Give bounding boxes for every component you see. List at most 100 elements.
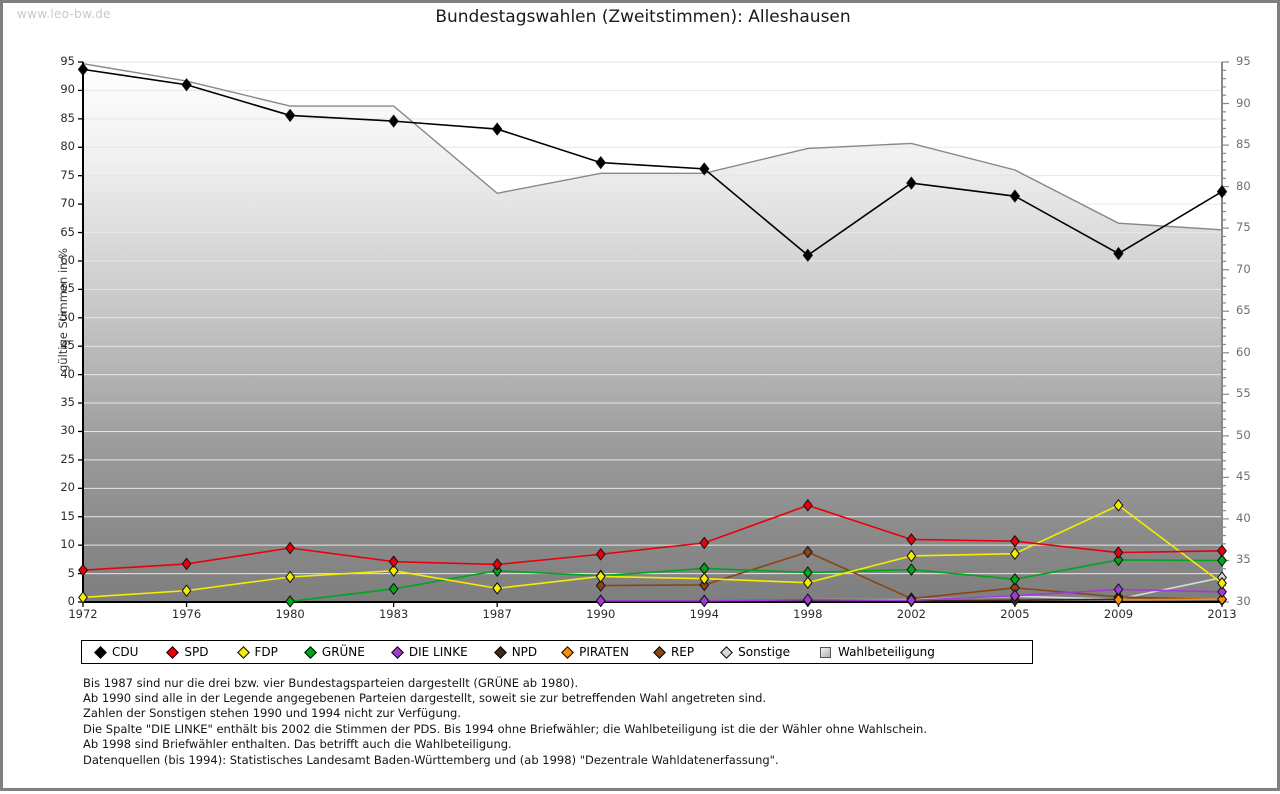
data-point xyxy=(906,593,917,607)
data-point xyxy=(595,594,606,608)
data-point xyxy=(802,499,813,512)
legend-label: Wahlbeteiligung xyxy=(837,645,935,659)
legend-label: REP xyxy=(670,645,695,659)
y-tick-right: 75 xyxy=(1236,220,1251,235)
x-tick: 2013 xyxy=(1207,607,1237,621)
y-tick-right: 95 xyxy=(1236,54,1251,68)
legend-label: PIRATEN xyxy=(579,645,629,659)
y-tick-left: 55 xyxy=(60,281,75,296)
y-tick-left: 30 xyxy=(60,423,75,438)
data-point xyxy=(1217,585,1227,599)
data-point xyxy=(388,582,399,596)
x-tick: 1994 xyxy=(689,607,719,621)
data-point xyxy=(78,591,88,604)
data-point xyxy=(285,541,296,555)
data-point xyxy=(181,557,192,571)
data-point xyxy=(181,78,192,92)
legend-label: Sonstige xyxy=(738,645,790,659)
diamond-marker-icon xyxy=(304,645,317,659)
x-tick: 1990 xyxy=(586,607,616,621)
y-tick-left: 75 xyxy=(60,167,75,182)
diamond-marker-icon xyxy=(236,645,250,659)
legend-label: NPD xyxy=(511,645,538,659)
legend-item-die-linke[interactable]: DIE LINKE xyxy=(391,645,468,659)
footnote-line: Die Spalte "DIE LINKE" enthält bis 2002 … xyxy=(83,721,927,736)
y-tick-left: 10 xyxy=(60,537,75,552)
turnout-area xyxy=(83,63,1222,602)
series-fdp xyxy=(78,499,1227,604)
data-point xyxy=(388,564,399,578)
data-point xyxy=(284,108,296,123)
footnote-line: Bis 1987 sind nur die drei bzw. vier Bun… xyxy=(83,676,579,690)
data-point xyxy=(595,570,606,583)
diamond-marker-icon xyxy=(391,645,404,659)
data-point xyxy=(802,248,814,262)
y-tick-right: 90 xyxy=(1236,95,1251,110)
series-cdu xyxy=(77,62,1228,262)
y-tick-left: 15 xyxy=(60,508,75,523)
diamond-marker-icon xyxy=(653,645,666,659)
data-point xyxy=(1217,576,1227,590)
data-point xyxy=(1009,547,1020,560)
x-tick: 1976 xyxy=(171,607,202,621)
legend-label: DIE LINKE xyxy=(408,645,468,659)
legend-item-spd[interactable]: SPD xyxy=(166,645,209,659)
diamond-marker-icon xyxy=(720,645,733,659)
y-tick-right: 55 xyxy=(1236,386,1251,401)
plot-area: gültige Stimmen in % Wahlbeteiligung in … xyxy=(3,3,1280,794)
y-tick-left: 40 xyxy=(60,366,75,381)
legend-item-grüne[interactable]: GRÜNE xyxy=(304,645,365,659)
legend-item-npd[interactable]: NPD xyxy=(493,645,538,659)
y-tick-left: 95 xyxy=(60,54,75,68)
y-tick-right: 60 xyxy=(1236,344,1251,359)
footnote-line: Zahlen der Sonstigen stehen 1990 und 199… xyxy=(83,706,462,721)
x-tick: 1980 xyxy=(275,607,305,621)
chart-canvas xyxy=(77,61,1229,608)
y-tick-right: 85 xyxy=(1236,137,1251,152)
x-tick: 1972 xyxy=(68,607,98,621)
data-point xyxy=(1217,592,1227,606)
x-tick: 2005 xyxy=(1000,607,1030,621)
data-point xyxy=(1113,499,1124,512)
data-point xyxy=(699,162,710,176)
footnotes: Bis 1987 sind nur die drei bzw. vier Bun… xyxy=(83,676,1193,752)
legend-item-wahlbeteiligung[interactable]: Wahlbeteiligung xyxy=(819,645,935,659)
data-point xyxy=(1113,546,1124,559)
turnout-swatch-icon xyxy=(819,646,831,658)
legend-item-piraten[interactable]: PIRATEN xyxy=(561,645,629,659)
legend-label: CDU xyxy=(112,645,139,659)
data-point xyxy=(1113,553,1124,567)
legend-item-fdp[interactable]: FDP xyxy=(236,645,278,659)
x-tick: 1983 xyxy=(378,607,409,621)
legend-item-cdu[interactable]: CDU xyxy=(94,645,139,659)
legend-item-sonstige[interactable]: Sonstige xyxy=(720,645,790,659)
watermark: www.leo-bw.de xyxy=(17,7,111,21)
data-point xyxy=(699,536,710,550)
data-point xyxy=(388,114,399,128)
legend-label: GRÜNE xyxy=(321,645,365,659)
data-point xyxy=(1113,593,1124,607)
data-point xyxy=(906,563,917,576)
data-point xyxy=(802,593,813,607)
x-tick: 2002 xyxy=(896,607,926,621)
footnote-line: Ab 1990 sind alle in der Legende angegeb… xyxy=(83,691,767,706)
y-tick-left: 25 xyxy=(60,451,75,466)
y-tick-right: 80 xyxy=(1236,178,1251,193)
y-tick-left: 5 xyxy=(67,565,75,580)
y-tick-left: 35 xyxy=(60,395,75,410)
chart-legend: CDU SPD FDP GRÜNE DIE LINKE NPD PIRATEN REP Sons… xyxy=(81,640,1033,664)
data-point xyxy=(1217,554,1227,567)
data-point xyxy=(595,547,606,561)
legend-item-rep[interactable]: REP xyxy=(653,645,695,659)
data-point xyxy=(906,176,917,190)
data-point xyxy=(802,576,813,589)
legend-label: FDP xyxy=(254,645,278,659)
data-point xyxy=(285,595,296,608)
y-tick-left: 90 xyxy=(60,82,75,97)
diamond-marker-icon xyxy=(166,645,180,659)
series-spd xyxy=(78,499,1227,577)
data-point xyxy=(1113,583,1124,596)
data-point xyxy=(595,155,606,170)
y-tick-right: 30 xyxy=(1236,594,1251,608)
y-tick-left: 70 xyxy=(60,196,75,211)
